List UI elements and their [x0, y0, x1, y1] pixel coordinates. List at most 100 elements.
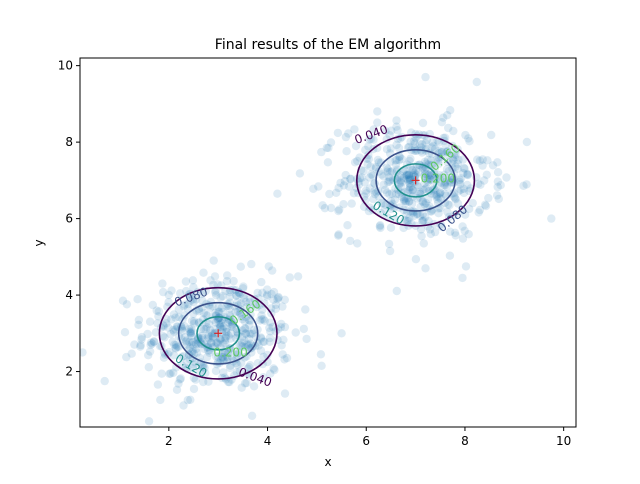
scatter-point: [357, 173, 367, 182]
scatter-point: [100, 376, 109, 386]
scatter-point: [364, 206, 374, 216]
scatter-point: [377, 158, 386, 167]
scatter-point: [153, 380, 163, 389]
scatter-point: [258, 337, 268, 346]
scatter-point: [188, 364, 198, 373]
scatter-point: [448, 154, 457, 163]
scatter-point: [435, 146, 444, 155]
scatter-point: [451, 231, 460, 240]
scatter-point: [214, 313, 223, 322]
scatter-point: [446, 106, 455, 115]
scatter-point: [253, 288, 262, 298]
scatter-point: [355, 174, 365, 183]
y-tick-label: 8: [65, 135, 73, 149]
scatter-point: [219, 355, 228, 364]
scatter-point: [187, 316, 197, 326]
scatter-point: [197, 331, 207, 341]
scatter-point: [416, 202, 425, 211]
scatter-point: [160, 333, 169, 342]
scatter-point: [172, 363, 181, 372]
scatter-point: [415, 140, 424, 149]
scatter-point: [227, 322, 236, 331]
scatter-point: [225, 310, 235, 320]
scatter-point: [368, 171, 377, 180]
scatter-point: [456, 174, 466, 183]
scatter-point: [242, 340, 252, 349]
scatter-point: [216, 319, 226, 328]
scatter-point: [347, 199, 356, 208]
scatter-point: [386, 223, 396, 232]
scatter-point: [204, 334, 214, 343]
scatter-point: [148, 300, 157, 310]
scatter-point: [236, 262, 245, 271]
density-contours: [158, 133, 476, 380]
scatter-point: [183, 304, 192, 313]
scatter-point: [325, 189, 334, 199]
scatter-point: [419, 216, 428, 225]
scatter-point: [382, 188, 392, 197]
scatter-point: [267, 289, 276, 299]
scatter-point: [454, 155, 463, 165]
scatter-point: [163, 350, 172, 359]
scatter-point: [252, 302, 261, 312]
scatter-point: [437, 147, 447, 157]
scatter-point: [195, 367, 205, 376]
scatter-point: [225, 377, 234, 387]
x-tick-label: 2: [165, 434, 173, 448]
scatter-point: [459, 184, 468, 193]
scatter-point: [186, 343, 195, 352]
scatter-point: [242, 302, 251, 312]
scatter-point: [434, 153, 443, 162]
scatter-point: [211, 318, 221, 327]
scatter-point: [320, 204, 330, 213]
scatter-point: [263, 285, 272, 294]
scatter-point: [451, 194, 460, 203]
scatter-point: [211, 325, 220, 334]
scatter-point: [426, 189, 436, 198]
scatter-point: [402, 170, 412, 179]
scatter-point: [143, 329, 152, 339]
scatter-point: [201, 368, 210, 378]
scatter-point: [259, 352, 268, 361]
scatter-point: [420, 179, 429, 188]
scatter-point: [185, 327, 195, 337]
scatter-point: [318, 201, 327, 210]
scatter-point: [248, 329, 257, 338]
scatter-point: [199, 308, 208, 318]
scatter-point: [247, 259, 256, 269]
scatter-point: [209, 280, 218, 289]
scatter-point: [373, 118, 382, 127]
scatter-point: [225, 363, 235, 373]
scatter-point: [404, 197, 414, 206]
scatter-point: [377, 170, 386, 179]
scatter-point: [222, 324, 231, 333]
scatter-point: [257, 315, 266, 324]
scatter-point: [405, 179, 414, 188]
scatter-point: [397, 154, 407, 164]
scatter-point: [232, 291, 241, 300]
scatter-point: [282, 353, 292, 363]
scatter-point: [206, 297, 215, 307]
scatter-point: [350, 158, 360, 167]
scatter-point: [341, 132, 351, 142]
scatter-point: [199, 268, 208, 277]
scatter-point: [258, 305, 267, 314]
scatter-point: [189, 317, 199, 326]
scatter-point: [522, 180, 531, 189]
scatter-point: [420, 200, 429, 209]
scatter-point: [221, 339, 230, 348]
scatter-point: [259, 315, 268, 324]
scatter-point: [426, 156, 436, 165]
scatter-point: [386, 167, 395, 177]
scatter-point: [432, 192, 441, 201]
scatter-point: [214, 307, 223, 316]
scatter-point: [463, 169, 472, 178]
scatter-point: [214, 352, 223, 361]
contour-label: 0.200: [421, 171, 455, 185]
scatter-point: [440, 170, 449, 180]
scatter-point: [480, 200, 490, 209]
scatter-point: [205, 348, 214, 357]
scatter-point: [186, 329, 195, 338]
